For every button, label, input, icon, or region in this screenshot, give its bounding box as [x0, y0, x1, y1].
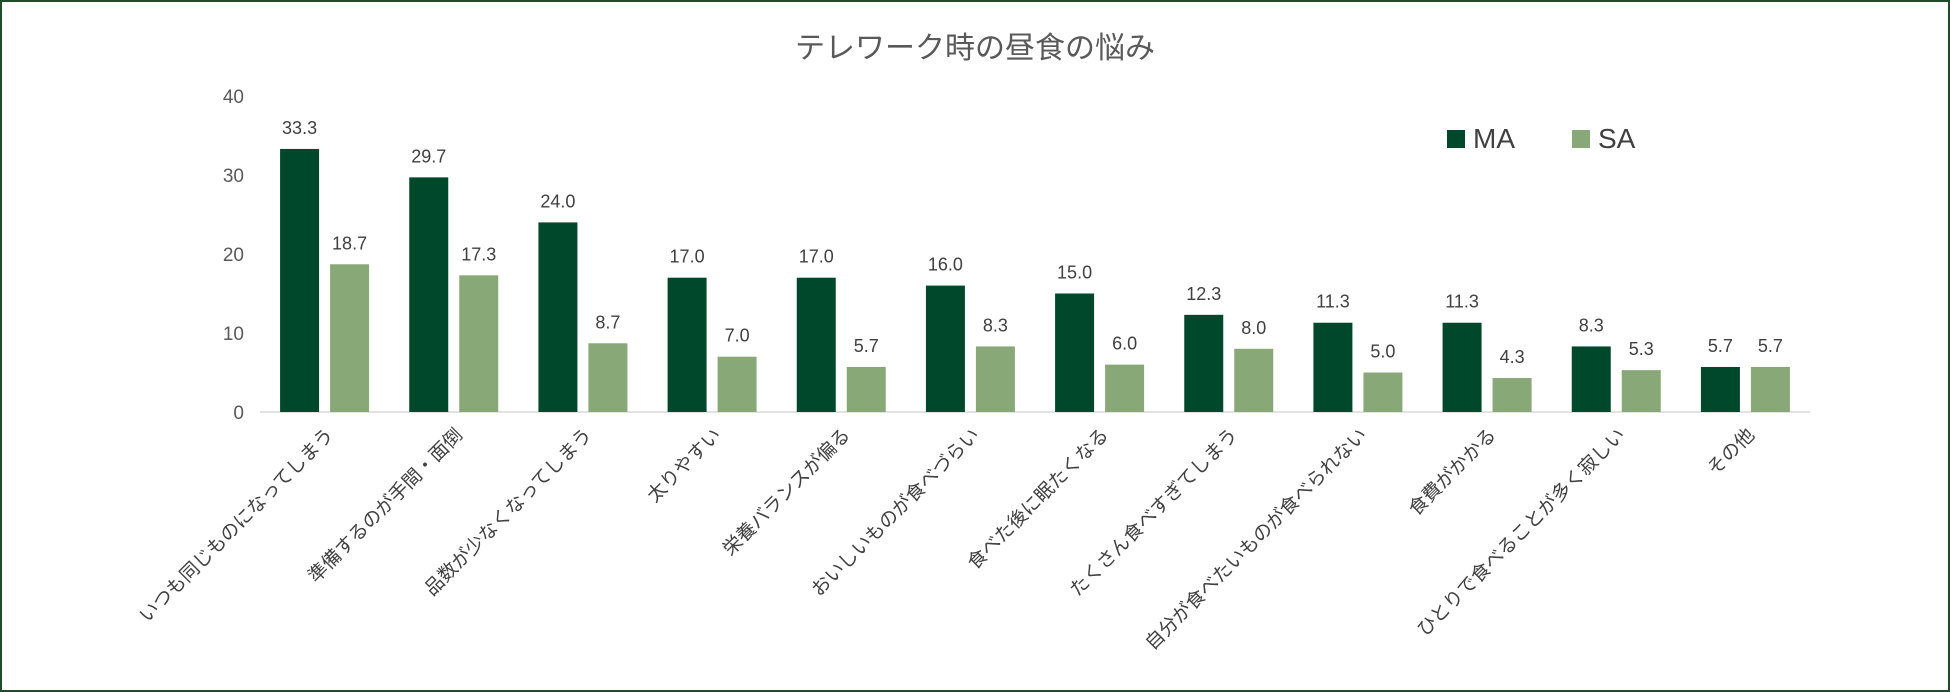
bar-ma-12 [1700, 366, 1740, 412]
data-label-ma-6: 16.0 [928, 255, 963, 275]
category-label-7: 食べた後に眠たくなる [963, 424, 1113, 574]
y-tick-label: 40 [223, 87, 244, 108]
bar-ma-8 [1184, 314, 1224, 412]
legend-swatch-sa [1572, 130, 1590, 148]
data-label-sa-10: 4.3 [1500, 347, 1525, 367]
bar-ma-1 [280, 148, 320, 412]
data-label-ma-1: 33.3 [282, 118, 317, 138]
data-label-ma-8: 12.3 [1186, 284, 1221, 304]
category-label-9: 自分が食べたいものが食べられない [1141, 424, 1372, 655]
bar-sa-4 [717, 356, 757, 412]
bar-ma-7 [1055, 293, 1095, 412]
data-label-sa-9: 5.0 [1370, 342, 1395, 362]
data-label-ma-4: 17.0 [670, 247, 705, 267]
category-label-11: ひとりで食べることが多く寂しい [1413, 424, 1630, 641]
bar-ma-2 [409, 177, 449, 412]
bar-ma-11 [1571, 346, 1611, 412]
data-label-ma-3: 24.0 [540, 191, 575, 211]
data-label-ma-10: 11.3 [1445, 292, 1479, 312]
y-tick-label: 10 [223, 324, 244, 345]
data-label-ma-7: 15.0 [1057, 263, 1092, 283]
bar-sa-12 [1750, 366, 1790, 412]
data-label-sa-4: 7.0 [725, 326, 750, 346]
data-label-ma-12: 5.7 [1708, 336, 1733, 356]
data-label-sa-7: 6.0 [1112, 334, 1137, 354]
y-tick-label: 30 [223, 166, 244, 187]
bar-ma-4 [667, 277, 707, 412]
data-label-sa-3: 8.7 [595, 312, 620, 332]
data-label-sa-2: 17.3 [461, 244, 496, 264]
bar-ma-3 [538, 222, 578, 412]
bar-sa-10 [1492, 378, 1532, 412]
category-label-10: 食費がかかる [1404, 424, 1500, 520]
bar-sa-7 [1105, 364, 1145, 412]
data-label-sa-8: 8.0 [1241, 318, 1266, 338]
category-label-4: 太りやすい [643, 424, 726, 507]
bar-sa-9 [1363, 372, 1403, 412]
data-label-sa-12: 5.7 [1758, 336, 1783, 356]
bar-sa-11 [1621, 370, 1661, 412]
data-label-ma-11: 8.3 [1579, 315, 1604, 335]
bar-ma-9 [1313, 322, 1353, 412]
bar-sa-5 [846, 366, 886, 412]
bar-sa-2 [459, 275, 499, 412]
bar-ma-6 [925, 285, 965, 412]
category-label-5: 栄養バランスが偏る [719, 424, 855, 560]
bar-ma-5 [796, 277, 836, 412]
data-label-sa-5: 5.7 [854, 336, 879, 356]
bar-sa-1 [330, 264, 370, 412]
data-label-ma-9: 11.3 [1316, 292, 1350, 312]
category-label-12: その他 [1703, 424, 1759, 480]
data-label-sa-11: 5.3 [1629, 339, 1654, 359]
bar-sa-3 [588, 343, 628, 412]
data-label-ma-5: 17.0 [799, 247, 834, 267]
y-tick-label: 20 [223, 245, 244, 266]
legend-label-ma: MA [1473, 123, 1515, 154]
bar-sa-8 [1234, 348, 1274, 412]
bar-sa-6 [975, 346, 1015, 412]
data-label-sa-6: 8.3 [983, 315, 1008, 335]
y-tick-label: 0 [233, 403, 244, 424]
bar-ma-10 [1442, 322, 1482, 412]
category-label-1: いつも同じものになってしまう [135, 424, 338, 627]
chart-title: テレワーク時の昼食の悩み [795, 31, 1155, 66]
legend-swatch-ma [1447, 130, 1465, 148]
data-label-sa-1: 18.7 [332, 233, 367, 253]
legend-label-sa: SA [1598, 123, 1636, 154]
data-label-ma-2: 29.7 [411, 146, 446, 166]
